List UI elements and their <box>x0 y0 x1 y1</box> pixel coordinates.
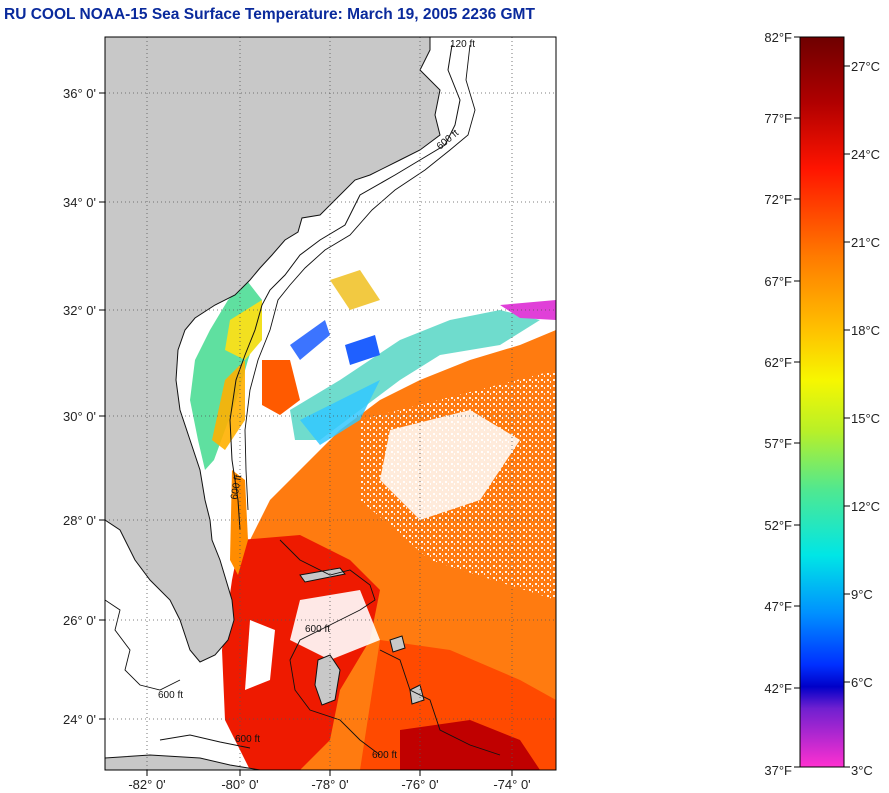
contour-label: 600 ft <box>372 750 397 761</box>
colorbar-label-f: 37°F <box>764 763 792 778</box>
colorbar-label-f: 47°F <box>764 599 792 614</box>
land-us-coast <box>105 37 441 663</box>
land-island <box>409 684 425 705</box>
map-content: 120 ft 600 ft 600 ft 600 ft 600 ft 600 f… <box>105 37 556 770</box>
colorbar-label-c: 18°C <box>851 323 880 338</box>
colorbar-label-c: 24°C <box>851 147 880 162</box>
contour-line <box>379 649 501 756</box>
colorbar-label-f: 67°F <box>764 274 792 289</box>
sst-cool-streak <box>300 380 380 445</box>
contour-line <box>244 44 476 511</box>
sst-shelf-warm <box>225 300 262 360</box>
contour-line <box>229 44 461 531</box>
colorbar-label-c: 15°C <box>851 411 880 426</box>
cloud-patch <box>245 620 275 690</box>
colorbar-label-c: 9°C <box>851 587 873 602</box>
sst-magenta-spot <box>500 300 556 320</box>
sst-red-patch <box>262 360 300 415</box>
colorbar-label-f: 82°F <box>764 30 792 45</box>
contour-label: 120 ft <box>450 39 475 50</box>
latitude-label: 36° 0' <box>63 86 96 101</box>
colorbar-ticks <box>794 36 850 768</box>
colorbar-label-c: 27°C <box>851 59 880 74</box>
colorbar-label-c: 6°C <box>851 675 873 690</box>
colorbar-label-c: 21°C <box>851 235 880 250</box>
longitude-label: -78° 0' <box>311 777 348 792</box>
land-cuba <box>105 754 261 770</box>
map-title: RU COOL NOAA-15 Sea Surface Temperature:… <box>4 6 535 23</box>
sst-cold-spot <box>345 335 380 365</box>
colorbar-label-f: 72°F <box>764 192 792 207</box>
contour-label: 600 ft <box>229 474 244 501</box>
longitude-label: -82° 0' <box>128 777 165 792</box>
colorbar-label-c: 12°C <box>851 499 880 514</box>
latitude-label: 24° 0' <box>63 712 96 727</box>
colorbar-label-f: 42°F <box>764 681 792 696</box>
colorbar-label-c: 3°C <box>851 763 873 778</box>
longitude-label: -76° 0' <box>401 777 438 792</box>
longitude-label: -74° 0' <box>493 777 530 792</box>
contour-label: 600 ft <box>158 690 183 701</box>
latitude-label: 34° 0' <box>63 195 96 210</box>
contour-line <box>105 599 181 691</box>
latitude-label: 28° 0' <box>63 513 96 528</box>
sst-shelf-warm <box>212 360 245 450</box>
latitude-label: 32° 0' <box>63 303 96 318</box>
colorbar-label-f: 57°F <box>764 436 792 451</box>
contour-label: 600 ft <box>235 734 260 745</box>
colorbar <box>799 36 845 768</box>
land-island <box>389 635 406 653</box>
longitude-label: -80° 0' <box>221 777 258 792</box>
land-andros <box>314 654 341 706</box>
colorbar-label-f: 62°F <box>764 355 792 370</box>
sst-warm-spot <box>330 270 380 310</box>
cloud-patch <box>380 410 520 520</box>
latitude-label: 26° 0' <box>63 613 96 628</box>
contour-line <box>159 734 251 749</box>
latitude-label: 30° 0' <box>63 409 96 424</box>
land-grand-bahama <box>299 567 346 583</box>
colorbar-label-f: 77°F <box>764 111 792 126</box>
axis-ticks <box>99 92 513 776</box>
cloud-patch <box>290 590 380 660</box>
contour-label: 600 ft <box>305 624 330 635</box>
sst-cold-spot <box>290 320 330 360</box>
colorbar-label-f: 52°F <box>764 518 792 533</box>
